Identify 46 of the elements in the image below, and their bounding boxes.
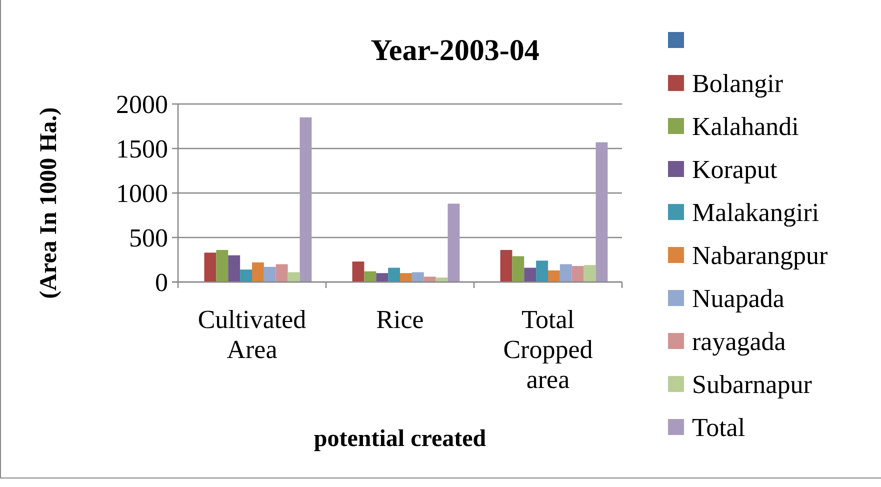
x-tick-label: Rice (376, 305, 424, 334)
legend-label: Nabarangpur (692, 241, 828, 270)
bar (216, 250, 228, 282)
bar (412, 272, 424, 282)
legend-label: Subarnapur (692, 370, 812, 400)
legend-label: Bolangir (692, 69, 784, 98)
bar (548, 270, 560, 282)
bar (388, 268, 400, 282)
legend-label: Nuapada (692, 284, 785, 314)
legend-label: Koraput (692, 155, 778, 184)
bar (512, 256, 524, 282)
y-axis-title: (Area In 1000 Ha.) (36, 107, 62, 299)
bar (560, 264, 572, 282)
bar (252, 262, 264, 282)
bar (276, 264, 288, 282)
bar (596, 142, 608, 282)
bar (352, 262, 364, 282)
bar (240, 270, 252, 282)
bar (584, 265, 596, 282)
bar (364, 271, 376, 282)
y-tick-label: 1500 (116, 134, 168, 164)
bar (376, 273, 388, 282)
x-tick-label: Cultivated Area (198, 305, 306, 364)
legend-label: Malakangiri (692, 198, 820, 228)
bar (524, 268, 536, 282)
bar (500, 250, 512, 282)
bar (424, 276, 436, 282)
bar (572, 266, 584, 282)
legend-label: Total (692, 413, 746, 442)
bar (400, 273, 412, 282)
bar (448, 204, 460, 282)
legend-label: Kalahandi (692, 112, 799, 142)
y-tick-label: 2000 (116, 90, 168, 120)
bar (204, 252, 216, 282)
y-tick-label: 0 (155, 268, 168, 298)
bar (264, 266, 276, 282)
x-axis-title: potential created (314, 426, 487, 452)
chart-title: Year-2003-04 (370, 34, 540, 67)
bar (300, 117, 312, 282)
bar (228, 255, 240, 282)
y-tick-label: 500 (129, 224, 168, 253)
legend-label: rayagada (692, 327, 786, 356)
y-tick-label: 1000 (116, 179, 168, 208)
x-tick-label: Total Cropped area (503, 305, 593, 394)
bar (288, 272, 300, 282)
bar (536, 260, 548, 282)
